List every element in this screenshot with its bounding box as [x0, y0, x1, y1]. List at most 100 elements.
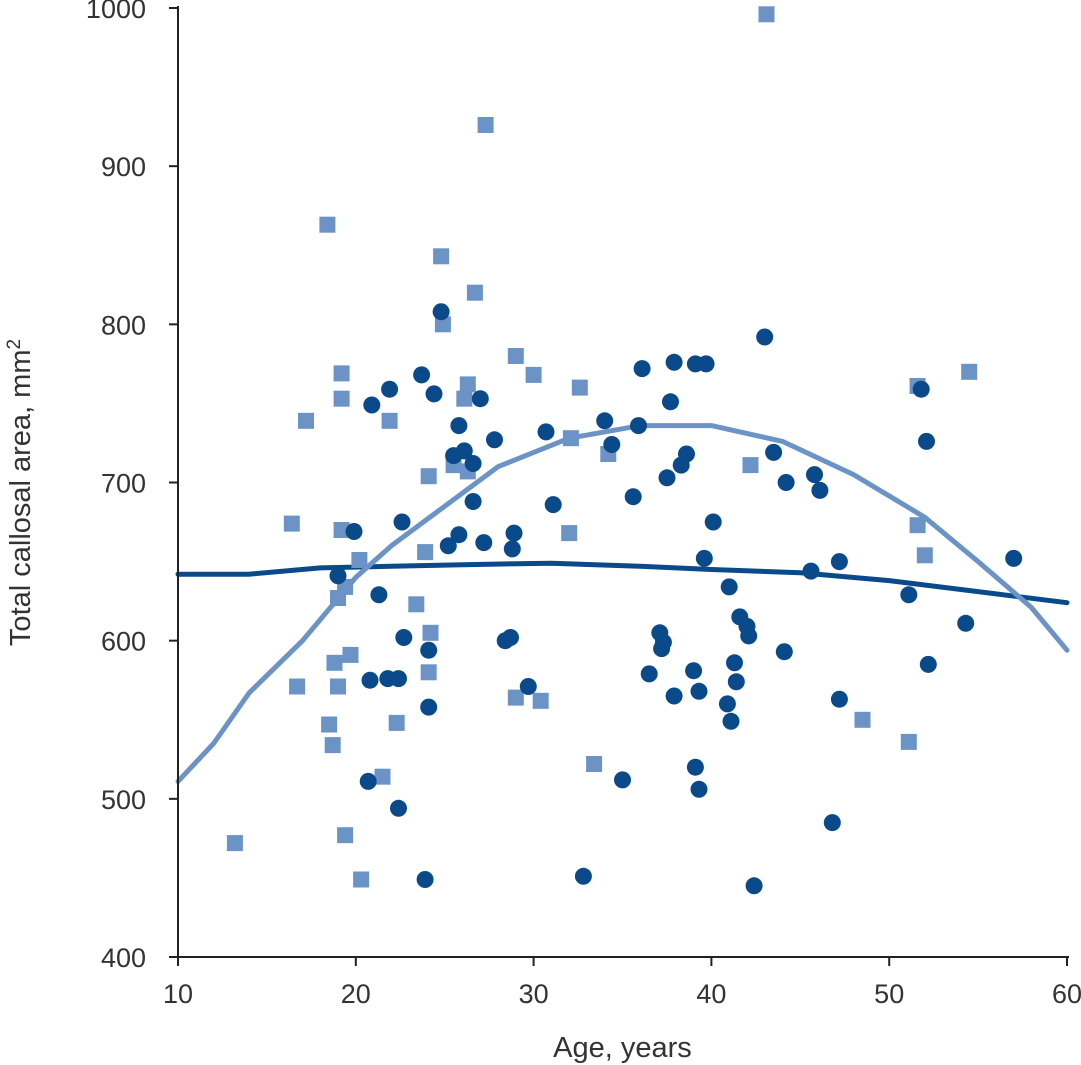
data-point-square [283, 515, 300, 532]
data-point-circle [471, 390, 489, 408]
data-point-square [571, 379, 588, 396]
y-axis-title-superscript: 2 [4, 339, 25, 350]
fit-line-1 [175, 560, 1070, 606]
data-point-circle [345, 523, 363, 540]
data-point-circle [425, 385, 443, 403]
data-point-circle [918, 432, 935, 450]
data-point-circle [614, 771, 631, 789]
data-point-square [388, 714, 405, 731]
data-point-circle [395, 629, 413, 646]
data-point-circle [802, 562, 820, 580]
data-point-circle [697, 355, 715, 373]
x-tick-label: 30 [519, 979, 549, 1009]
data-point-square [562, 430, 579, 447]
x-tick-label: 60 [1052, 979, 1081, 1009]
data-point-circle [450, 417, 468, 435]
data-point-square [337, 827, 354, 844]
data-point-circle [686, 758, 704, 776]
data-point-circle [475, 534, 493, 552]
data-point-square [742, 457, 759, 474]
data-point-square [916, 547, 933, 564]
data-point-circle [603, 436, 621, 453]
data-point-circle [416, 871, 434, 888]
data-point-circle [777, 474, 795, 491]
data-point-square [477, 117, 494, 133]
data-point-circle [722, 712, 740, 730]
data-point-square [333, 390, 350, 407]
data-point-circle [502, 629, 519, 646]
y-axis-title: Total callosal area, mm2 [4, 339, 38, 646]
data-point-square [353, 871, 370, 888]
data-point-square [417, 544, 434, 561]
data-point-circle [544, 496, 562, 514]
data-point-circle [370, 586, 388, 604]
data-point-circle [640, 665, 658, 683]
data-point-circle [718, 695, 736, 713]
data-point-circle [765, 443, 783, 461]
data-point-square [321, 716, 338, 733]
x-tick-label: 40 [696, 979, 726, 1009]
data-point-square [422, 624, 439, 641]
data-point-circle [361, 671, 379, 689]
data-point-square [324, 737, 341, 754]
data-point-circle [811, 481, 829, 499]
data-point-circle [690, 780, 708, 798]
data-point-circle [464, 493, 482, 510]
data-point-square [758, 6, 775, 23]
data-point-circle [413, 366, 431, 384]
data-point-circle [630, 417, 647, 435]
y-tick-label: 800 [101, 310, 146, 340]
data-point-square [289, 678, 306, 695]
data-point-circle [1005, 549, 1023, 567]
data-point-circle [665, 687, 683, 705]
data-point-square [532, 692, 549, 709]
data-point-circle [745, 877, 763, 895]
data-point-circle [450, 526, 468, 544]
data-point-circle [919, 655, 937, 673]
data-point-circle [574, 867, 592, 885]
data-point-square [434, 316, 451, 333]
data-point-circle [420, 698, 438, 716]
data-point-circle [720, 578, 738, 596]
y-tick-label: 1000 [86, 0, 146, 24]
data-point-circle [830, 690, 848, 708]
data-point-circle [775, 643, 793, 661]
data-point-circle [363, 396, 381, 414]
fit-line-2 [175, 423, 1070, 784]
data-point-square [459, 376, 476, 393]
y-tick-label: 600 [101, 627, 146, 657]
data-point-circle [455, 442, 473, 460]
data-point-circle [690, 682, 708, 700]
data-point-square [333, 522, 350, 538]
data-point-square [507, 348, 524, 364]
data-point-square [507, 689, 524, 706]
x-tick-label: 50 [874, 979, 904, 1009]
data-point-square [342, 646, 359, 663]
data-point-square [326, 654, 343, 671]
data-point-square [909, 517, 926, 534]
data-point-circle [678, 445, 695, 463]
fit-lines [175, 423, 1070, 784]
data-point-circle [393, 513, 411, 531]
data-point-circle [624, 488, 642, 506]
data-point-square [381, 412, 398, 429]
data-point-square [466, 284, 483, 301]
data-point-circle [432, 303, 450, 321]
data-point-square [900, 733, 917, 750]
data-point-circle [726, 654, 743, 672]
data-point-circle [390, 670, 407, 688]
data-point-square [433, 248, 450, 265]
data-point-square [525, 366, 542, 383]
data-point-square [298, 412, 314, 429]
y-axis-title-text: Total callosal area, mm [5, 350, 37, 647]
data-point-circle [505, 524, 523, 542]
x-axis-title: Age, years [553, 1032, 692, 1064]
data-point-square [226, 835, 243, 852]
data-point-circle [596, 412, 614, 430]
y-tick-label: 700 [101, 469, 146, 499]
data-point-circle [439, 537, 457, 555]
data-point-square [319, 216, 336, 233]
tick-labels: 10 20 30 40 50 60 400 500 600 700 800 900 1000 [86, 0, 1081, 1009]
data-point-square [456, 390, 473, 407]
